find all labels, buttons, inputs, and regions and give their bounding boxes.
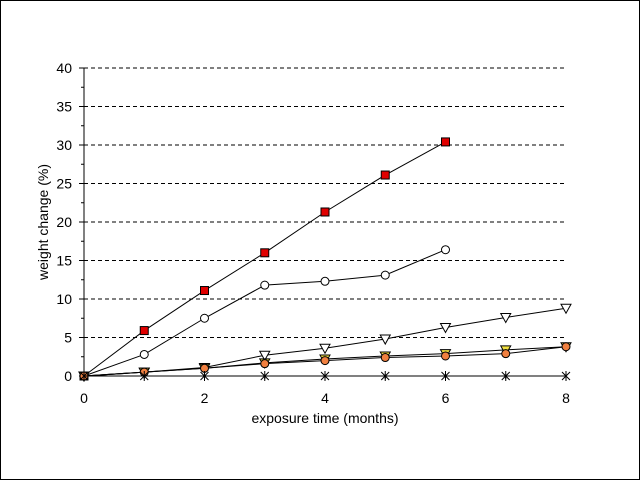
series-5-point xyxy=(380,353,390,363)
series-1-point xyxy=(320,207,330,217)
series-6-point xyxy=(441,371,450,381)
tick-labels: 0 5 10 15 20 25 30 35 40 0 2 4 6 8 xyxy=(56,60,570,406)
series-6-point xyxy=(79,371,89,381)
series-6-point xyxy=(139,371,149,381)
series-2 xyxy=(79,245,450,381)
series-5-point xyxy=(501,349,511,359)
series-5-point xyxy=(561,342,571,352)
series-2-point xyxy=(139,349,149,359)
series-2-point xyxy=(200,313,209,323)
y-tick-label: 20 xyxy=(56,214,72,230)
x-tick-label: 8 xyxy=(562,390,570,406)
series-5-point xyxy=(320,356,330,366)
data-series xyxy=(78,137,572,383)
y-tick-label: 5 xyxy=(64,330,72,346)
series-6-point xyxy=(501,371,511,381)
series-2-point xyxy=(260,280,270,290)
x-axis-title: exposure time (months) xyxy=(251,410,398,426)
series-6-point xyxy=(200,371,209,381)
series-5-point xyxy=(441,351,450,361)
series-3 xyxy=(78,303,572,383)
series-1-point xyxy=(260,248,270,258)
series-3-point xyxy=(379,334,392,346)
y-axis-title: weight change (%) xyxy=(35,164,51,281)
series-6-point xyxy=(380,371,390,381)
series-1-point xyxy=(380,170,390,180)
series-1-point xyxy=(139,326,149,336)
y-tick-label: 25 xyxy=(56,176,72,192)
x-tick-label: 4 xyxy=(321,390,329,406)
series-6-point xyxy=(561,371,571,381)
y-tick-label: 30 xyxy=(56,137,72,153)
axes xyxy=(79,67,567,381)
series-1-point xyxy=(200,286,209,296)
y-tick-label: 10 xyxy=(56,291,72,307)
series-1-line xyxy=(83,141,446,377)
series-3-line xyxy=(83,307,567,377)
series-1 xyxy=(79,137,450,381)
series-3-point xyxy=(258,350,271,362)
series-6 xyxy=(79,371,571,381)
series-3-point xyxy=(439,322,452,334)
series-6-point xyxy=(260,371,270,381)
series-2-point xyxy=(320,276,330,286)
series-3-point xyxy=(560,303,572,315)
grid-lines xyxy=(84,67,566,338)
series-2-point xyxy=(380,270,390,280)
x-tick-label: 2 xyxy=(201,390,209,406)
x-tick-label: 0 xyxy=(80,390,88,406)
series-3-point xyxy=(499,312,512,324)
y-tick-label: 15 xyxy=(56,253,72,269)
y-tick-label: 40 xyxy=(56,60,72,76)
series-6-point xyxy=(320,371,330,381)
y-tick-label: 0 xyxy=(64,368,72,384)
x-tick-label: 6 xyxy=(442,390,450,406)
series-3-point xyxy=(319,343,331,355)
series-5-point xyxy=(260,359,270,369)
series-1-point xyxy=(441,137,450,147)
y-tick-label: 35 xyxy=(56,99,72,115)
series-2-point xyxy=(441,245,450,255)
